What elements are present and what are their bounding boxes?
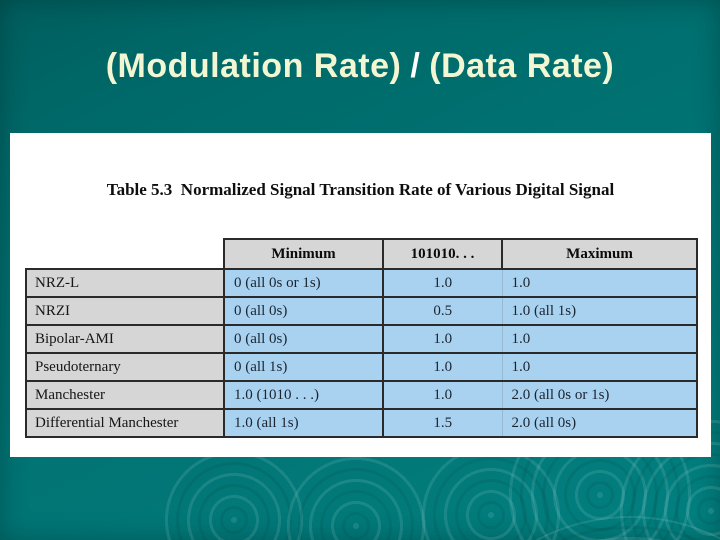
alternating-value: 1.5 [382,408,503,438]
alternating-value: 1.0 [382,352,503,382]
table-row: NRZ-L 0 (all 0s or 1s) 1.0 1.0 [25,268,698,298]
minimum-value: 0 (all 0s) [223,324,384,354]
scheme-name: Manchester [25,380,225,410]
table-row: Pseudoternary 0 (all 1s) 1.0 1.0 [25,352,698,382]
scheme-name: Differential Manchester [25,408,225,438]
maximum-value: 1.0 [501,324,698,354]
alternating-value: 1.0 [382,268,503,298]
title-modulation-rate: (Modulation Rate) [105,47,402,85]
minimum-value: 1.0 (1010 . . .) [223,380,384,410]
slide-title: (Modulation Rate) / (Data Rate) [0,44,720,88]
corner-cell [26,239,224,269]
scheme-name: NRZI [25,296,225,326]
table-figure-panel: Table 5.3 Normalized Signal Transition R… [10,133,711,457]
minimum-value: 0 (all 1s) [223,352,384,382]
minimum-value: 0 (all 0s) [223,296,384,326]
table-row: Differential Manchester 1.0 (all 1s) 1.5… [25,408,698,438]
scheme-name: Bipolar-AMI [25,324,225,354]
maximum-value: 2.0 (all 0s or 1s) [501,380,698,410]
title-slash: / [410,47,421,85]
encoding-schemes-table: Minimum 101010. . . Maximum NRZ-L 0 (all… [25,238,698,438]
column-header-maximum: Maximum [501,238,698,270]
maximum-value: 1.0 [501,268,698,298]
column-header-101010: 101010. . . [382,238,503,270]
title-data-rate: (Data Rate) [429,47,615,85]
table-row: Bipolar-AMI 0 (all 0s) 1.0 1.0 [25,324,698,354]
scheme-name: Pseudoternary [25,352,225,382]
alternating-value: 1.0 [382,380,503,410]
table-caption-line1: Table 5.3 Normalized Signal Transition R… [106,180,615,199]
minimum-value: 0 (all 0s or 1s) [223,268,384,298]
alternating-value: 1.0 [382,324,503,354]
scheme-name: NRZ-L [25,268,225,298]
alternating-value: 0.5 [382,296,503,326]
column-header-minimum: Minimum [223,238,384,270]
table-row: Manchester 1.0 (1010 . . .) 1.0 2.0 (all… [25,380,698,410]
table-header-row: Minimum 101010. . . Maximum [26,238,698,270]
minimum-value: 1.0 (all 1s) [223,408,384,438]
ripple-decoration [286,456,426,540]
maximum-value: 1.0 (all 1s) [501,296,698,326]
maximum-value: 1.0 [501,352,698,382]
maximum-value: 2.0 (all 0s) [501,408,698,438]
table-row: NRZI 0 (all 0s) 0.5 1.0 (all 1s) [25,296,698,326]
